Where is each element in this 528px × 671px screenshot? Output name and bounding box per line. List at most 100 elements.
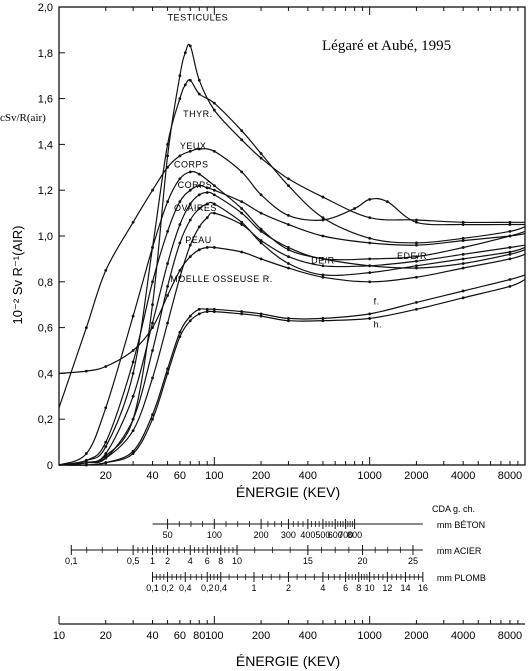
data-point — [212, 246, 216, 249]
x-tick-label: 200 — [252, 470, 270, 482]
data-point — [205, 246, 209, 249]
data-point — [259, 230, 263, 233]
data-point — [287, 317, 290, 320]
data-point — [197, 78, 201, 82]
data-point — [166, 262, 169, 265]
data-point — [287, 262, 290, 265]
curve-label: PEAU — [185, 235, 212, 245]
data-point — [151, 303, 154, 307]
data-point — [166, 143, 169, 146]
data-point — [259, 241, 263, 245]
data-point — [166, 165, 169, 169]
hvl-tick-label: 6 — [343, 583, 348, 593]
data-point — [415, 301, 418, 304]
y-tick-label: 0,6 — [38, 323, 53, 335]
curve-label: h. — [374, 320, 383, 330]
data-point — [287, 248, 290, 252]
curve-label: THYR. — [183, 109, 213, 119]
data-point — [212, 101, 216, 105]
hvl-tick-label: 10 — [232, 556, 242, 566]
data-point — [151, 246, 154, 249]
hvl-tick-label: 6 — [205, 556, 210, 566]
hvl-tick-label: 500 — [315, 530, 330, 540]
data-point — [508, 220, 512, 224]
x-tick-label: 40 — [146, 470, 158, 482]
y-tick-label: 1,4 — [38, 139, 53, 151]
data-point — [131, 349, 135, 352]
data-point — [188, 255, 192, 259]
data-point — [197, 312, 201, 316]
data-point — [212, 188, 216, 192]
curve-label: MOELLE OSSEUSE R. — [170, 274, 273, 284]
data-point — [84, 369, 88, 373]
data-point — [131, 417, 135, 421]
bottom-tick-label: 10 — [53, 630, 65, 642]
data-point — [205, 216, 209, 220]
data-point — [240, 250, 244, 254]
data-point — [461, 257, 465, 261]
hvl-tick-label: 200 — [254, 530, 269, 540]
data-point — [131, 452, 135, 455]
data-point — [240, 170, 244, 174]
data-point — [104, 445, 108, 449]
series-line — [58, 184, 526, 466]
data-point — [287, 223, 290, 226]
data-point — [415, 218, 418, 222]
data-point — [212, 149, 216, 153]
data-point — [321, 319, 325, 323]
data-point — [508, 234, 512, 238]
data-point — [415, 241, 418, 245]
data-point — [368, 216, 372, 220]
bottom-tick-label: 40 — [146, 630, 158, 642]
hvl-unit-label: mm PLOMB — [437, 573, 486, 583]
data-point — [461, 252, 465, 256]
data-point — [151, 188, 154, 192]
data-point — [178, 177, 182, 181]
data-point — [287, 255, 290, 259]
curve-label: YEUX — [180, 141, 207, 151]
data-point — [84, 459, 88, 462]
data-point — [166, 321, 169, 325]
data-point — [197, 193, 201, 197]
hvl-tick-label: 4 — [188, 556, 193, 566]
series-line — [58, 201, 526, 466]
data-point — [178, 268, 182, 272]
data-point — [368, 236, 372, 240]
hvl-tick-label: 800 — [347, 530, 362, 540]
data-point — [508, 252, 512, 256]
data-point — [415, 275, 418, 279]
data-point — [321, 317, 325, 320]
data-point — [178, 74, 182, 78]
data-point — [461, 239, 465, 242]
data-point — [321, 273, 325, 277]
y-tick-label: 1,0 — [38, 231, 53, 243]
data-point — [508, 223, 512, 226]
data-point — [178, 154, 182, 158]
x-tick-label: 8000 — [498, 470, 522, 482]
bottom-tick-label: 80 — [193, 630, 205, 642]
hvl-tick-label: 0,4 — [179, 583, 192, 593]
curve-label: CORPS — [174, 159, 209, 169]
y-axis-label: 10⁻² Sv R⁻¹(AIR) — [10, 226, 25, 325]
hvl-tick-label: 100 — [207, 530, 222, 540]
curve-label: EDE/R — [397, 251, 427, 261]
data-point — [188, 188, 192, 192]
data-point — [321, 195, 325, 199]
data-point — [321, 264, 325, 268]
data-point — [240, 220, 244, 224]
data-point — [240, 223, 244, 226]
data-point — [368, 241, 372, 245]
series-line — [58, 148, 525, 408]
curves — [58, 43, 526, 467]
x-axis-label-bottom: ÉNERGIE (KEV) — [236, 653, 340, 669]
data-point — [321, 218, 325, 222]
plot-frame — [58, 6, 526, 466]
data-point — [287, 246, 290, 249]
data-point — [508, 257, 512, 261]
data-point — [240, 207, 244, 210]
data-point — [188, 44, 192, 48]
data-point — [368, 271, 372, 275]
data-point — [461, 289, 465, 293]
series-line — [58, 212, 526, 466]
